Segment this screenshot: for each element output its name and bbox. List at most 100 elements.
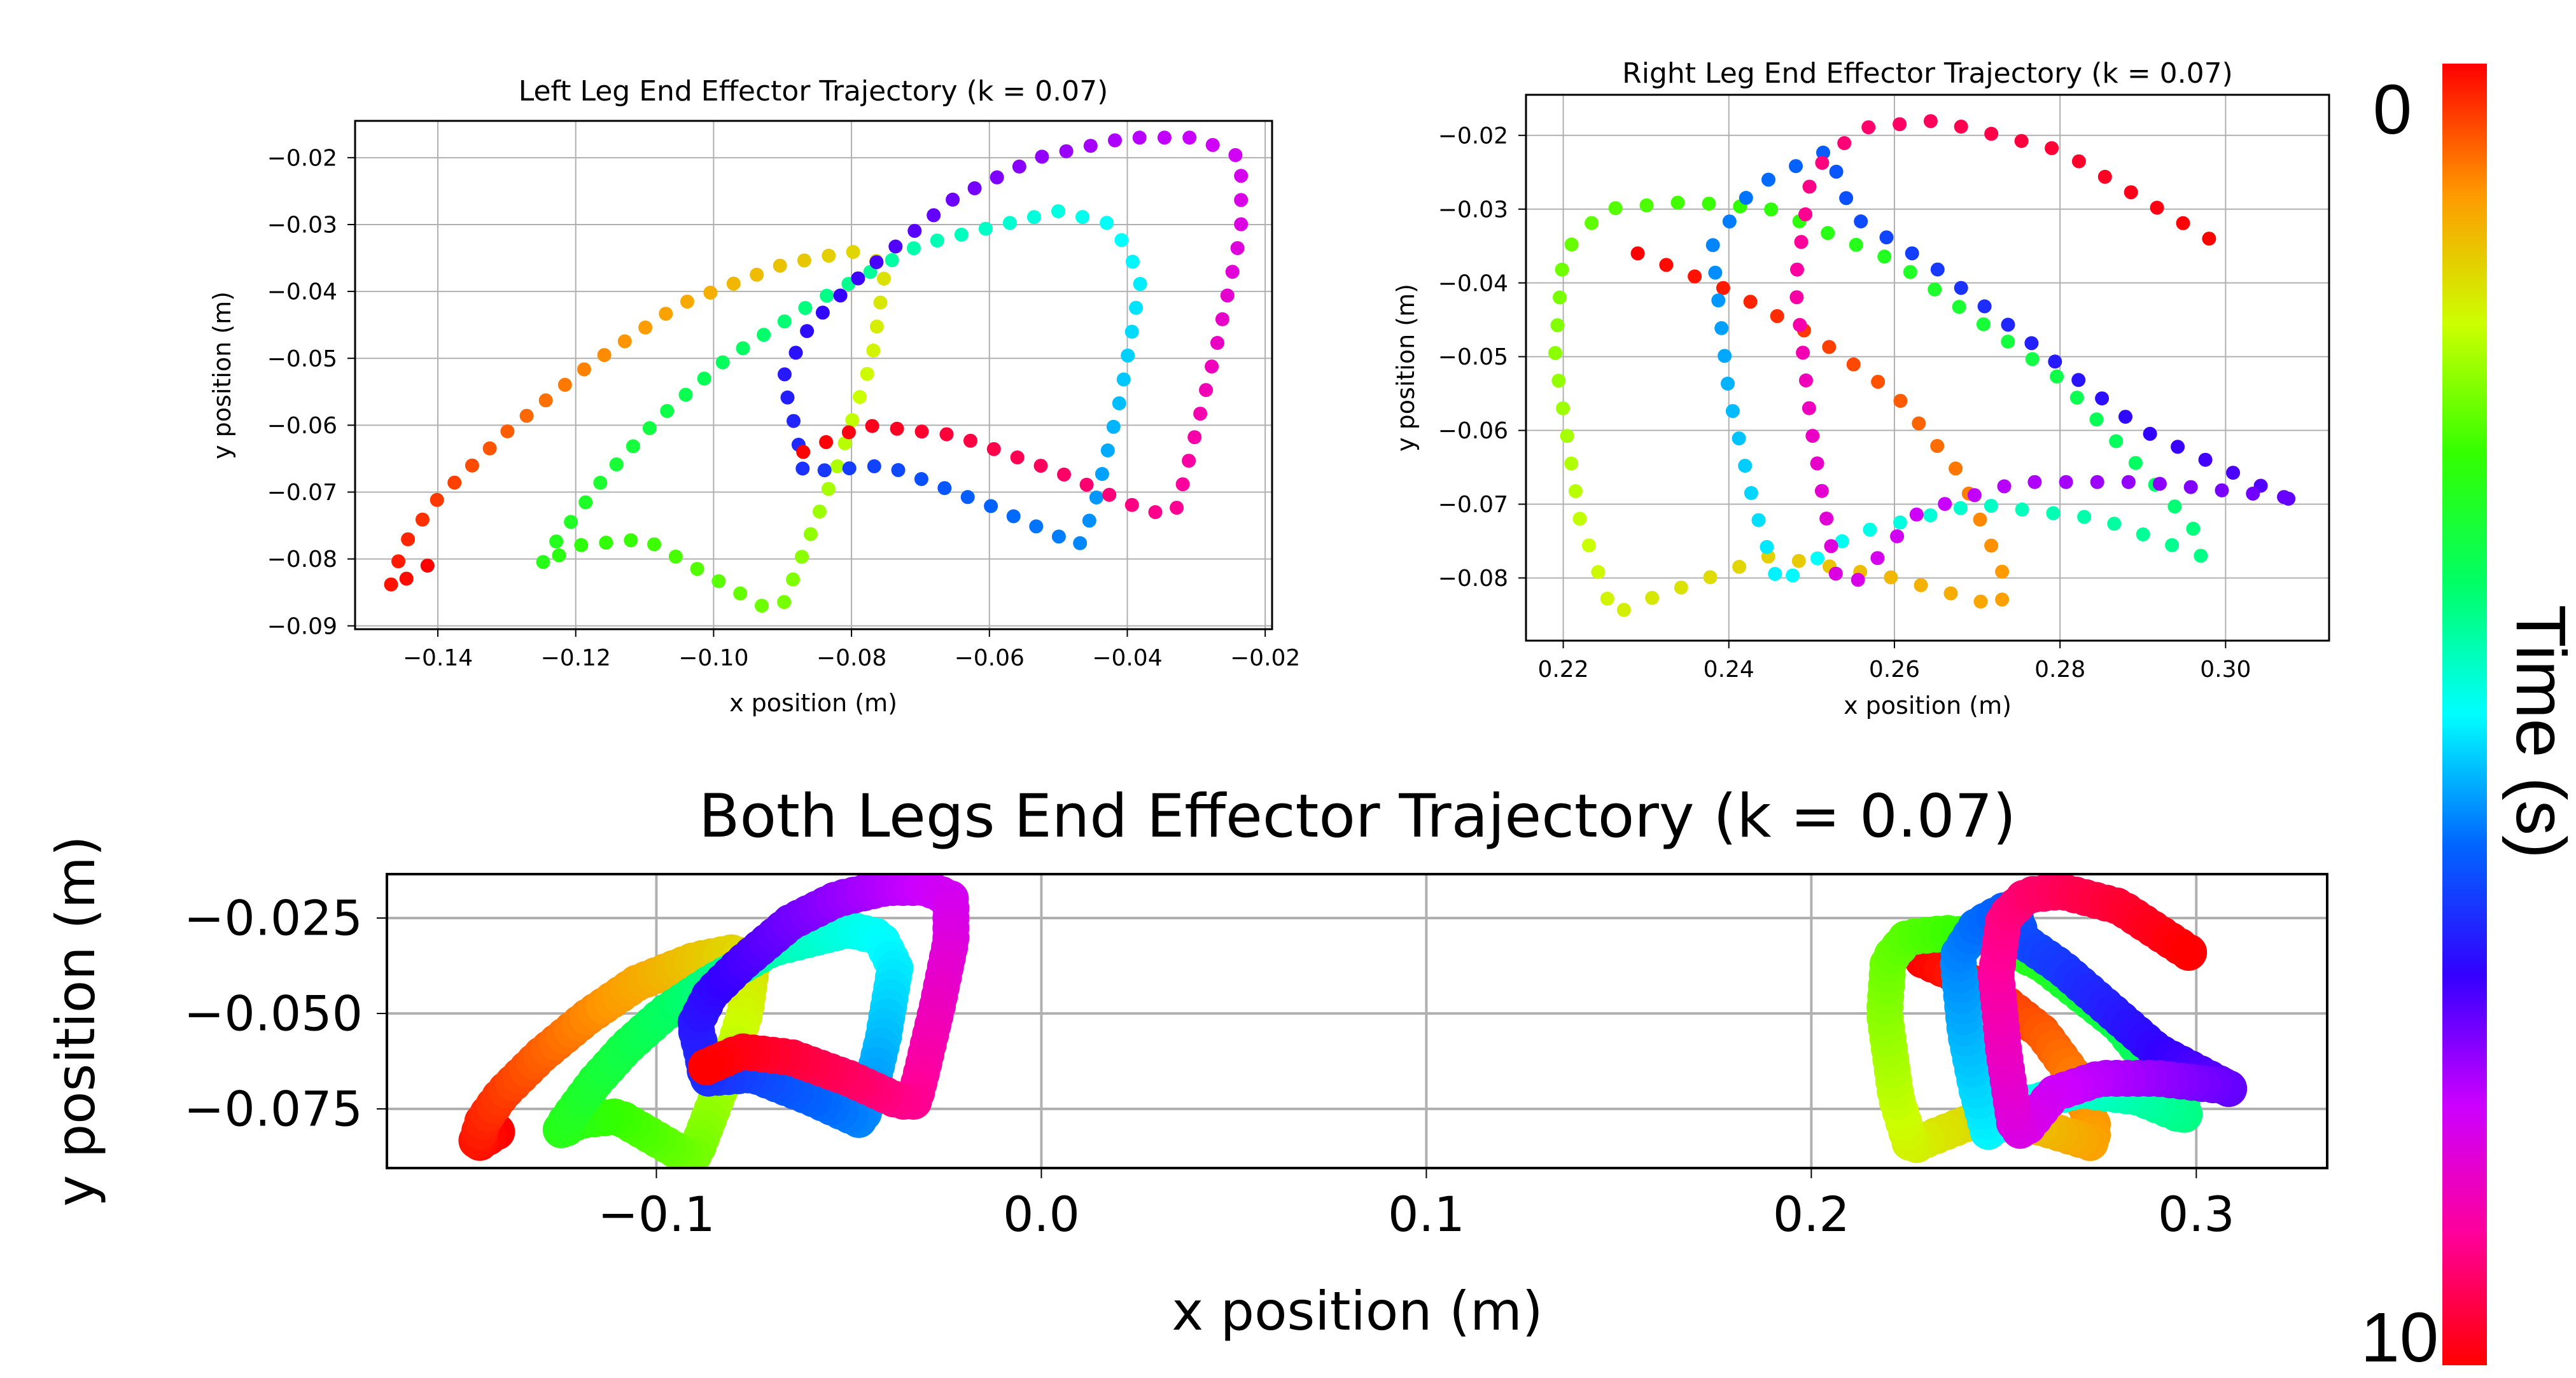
- left-trajectory-point: [803, 527, 818, 541]
- left-trajectory-point: [820, 288, 834, 303]
- left-trajectory-point: [680, 295, 694, 309]
- right-trajectory-point: [1725, 404, 1740, 419]
- left-trajectory-point: [415, 512, 430, 527]
- right-trajectory-point: [1616, 602, 1631, 617]
- right-trajectory-point: [2071, 373, 2086, 387]
- right-y-tick-label: −0.08: [1438, 566, 1508, 592]
- right-trajectory-point: [1928, 282, 1942, 296]
- left-trajectory-point: [726, 276, 741, 291]
- left-trajectory-point: [846, 245, 860, 259]
- left-trajectory-point: [552, 548, 566, 562]
- right-trajectory-point: [2215, 483, 2229, 498]
- right-trajectory-point: [1861, 120, 1876, 135]
- right-trajectory-point: [2121, 475, 2136, 489]
- right-trajectory-point: [1555, 262, 1569, 277]
- right-trajectory-point: [1732, 560, 1747, 574]
- right-y-tick-label: −0.04: [1438, 270, 1508, 296]
- left-trajectory-point: [817, 463, 832, 478]
- right-trajectory-point: [1789, 159, 1803, 174]
- left-leg-chart: Left Leg End Effector Trajectory (k = 0.…: [208, 75, 1300, 717]
- left-trajectory-point: [1205, 359, 1219, 374]
- left-trajectory-point: [1199, 383, 1214, 398]
- right-trajectory-point: [1815, 156, 1830, 170]
- colorbar-max-label: 10: [2361, 1298, 2439, 1377]
- right-trajectory-point: [1630, 246, 1645, 261]
- left-trajectory-point: [885, 253, 899, 267]
- left-x-tick-label: −0.08: [816, 645, 886, 671]
- right-trajectory-point: [1670, 195, 1685, 210]
- left-x-tick-label: −0.14: [403, 645, 473, 671]
- right-trajectory-point: [1909, 507, 1924, 522]
- both-x-tick-label: 0.1: [1388, 1186, 1465, 1242]
- right-trajectory-point: [1949, 461, 1963, 476]
- left-trajectory-point: [888, 239, 903, 254]
- left-trajectory-point: [1033, 459, 1048, 473]
- right-trajectory-point: [2045, 141, 2059, 155]
- both-x-tick-label: 0.0: [1003, 1186, 1080, 1242]
- right-trajectory-point: [1564, 237, 1579, 252]
- left-trajectory-point: [736, 341, 750, 356]
- left-x-tick-label: −0.10: [678, 645, 748, 671]
- right-y-tick-label: −0.06: [1438, 418, 1508, 444]
- right-trajectory-point: [1560, 429, 1574, 443]
- left-trajectory-point: [819, 435, 834, 449]
- left-trajectory-point: [1006, 509, 1021, 524]
- right-trajectory-point: [1760, 539, 1774, 554]
- right-trajectory-point: [1556, 401, 1570, 415]
- left-trajectory-point: [500, 424, 515, 438]
- left-trajectory-point: [780, 390, 795, 405]
- left-trajectory-point: [1108, 133, 1122, 148]
- left-trajectory-point: [1220, 288, 1235, 303]
- left-trajectory-point: [659, 307, 673, 321]
- right-chart-title: Right Leg End Effector Trajectory (k = 0…: [1622, 57, 2233, 90]
- right-trajectory-point: [1995, 592, 2010, 607]
- left-trajectory-point: [1125, 254, 1140, 269]
- left-trajectory-point: [914, 472, 928, 486]
- left-trajectory-point: [1089, 491, 1103, 505]
- left-trajectory-point: [786, 572, 800, 587]
- left-trajectory-point: [867, 459, 881, 473]
- right-trajectory-point: [1846, 357, 1861, 372]
- right-x-tick-label: 0.22: [1537, 657, 1588, 683]
- right-trajectory-point: [1976, 317, 1991, 331]
- right-trajectory-point: [2226, 466, 2241, 480]
- right-trajectory-point: [1794, 235, 1809, 249]
- both-y-tick-label: −0.075: [184, 1081, 363, 1138]
- left-plot-frame: [354, 120, 1273, 630]
- right-trajectory-point: [1912, 416, 1926, 431]
- left-trajectory-point: [830, 459, 844, 473]
- right-trajectory-point: [1854, 214, 1868, 228]
- right-y-ticks: −0.02 −0.03 −0.04 −0.05 −0.06 −0.07 −0.08: [1438, 123, 1526, 592]
- both-y-tick-label: −0.050: [184, 985, 363, 1042]
- right-trajectory-point: [1798, 207, 1812, 221]
- right-trajectory-point: [1718, 349, 1732, 363]
- left-trajectory-point: [930, 233, 944, 248]
- right-trajectory-point: [2128, 456, 2143, 470]
- left-y-tick-label: −0.06: [267, 413, 337, 439]
- right-trajectory-point: [2097, 169, 2112, 184]
- right-trajectory-point: [1786, 568, 1800, 583]
- left-trajectory-point: [755, 599, 769, 613]
- left-trajectory-point: [384, 577, 398, 592]
- right-trajectory-point: [2152, 477, 2167, 491]
- right-trajectory-point: [1810, 551, 1824, 566]
- left-trajectory-point: [1112, 396, 1126, 410]
- left-trajectory-point: [795, 461, 810, 476]
- left-trajectory-point: [557, 377, 572, 392]
- left-trajectory-point: [777, 595, 792, 609]
- right-trajectory-point: [1851, 573, 1865, 587]
- right-trajectory-point: [1984, 127, 1999, 141]
- left-trajectory-point: [822, 248, 836, 263]
- left-trajectory-point: [1234, 217, 1249, 232]
- right-trajectory-point: [2109, 434, 2124, 449]
- left-y-tick-label: −0.04: [267, 279, 337, 305]
- left-trajectory-point: [597, 348, 612, 363]
- left-trajectory-point: [906, 241, 921, 256]
- left-trajectory-point: [660, 404, 675, 418]
- right-trajectory-point: [1905, 246, 1919, 261]
- right-trajectory-point: [1893, 394, 1908, 408]
- left-trajectory-point: [1205, 137, 1220, 152]
- left-trajectory-point: [1124, 324, 1139, 339]
- left-trajectory-point: [1132, 130, 1147, 145]
- time-colorbar: 0 10 Time (s): [2361, 64, 2576, 1377]
